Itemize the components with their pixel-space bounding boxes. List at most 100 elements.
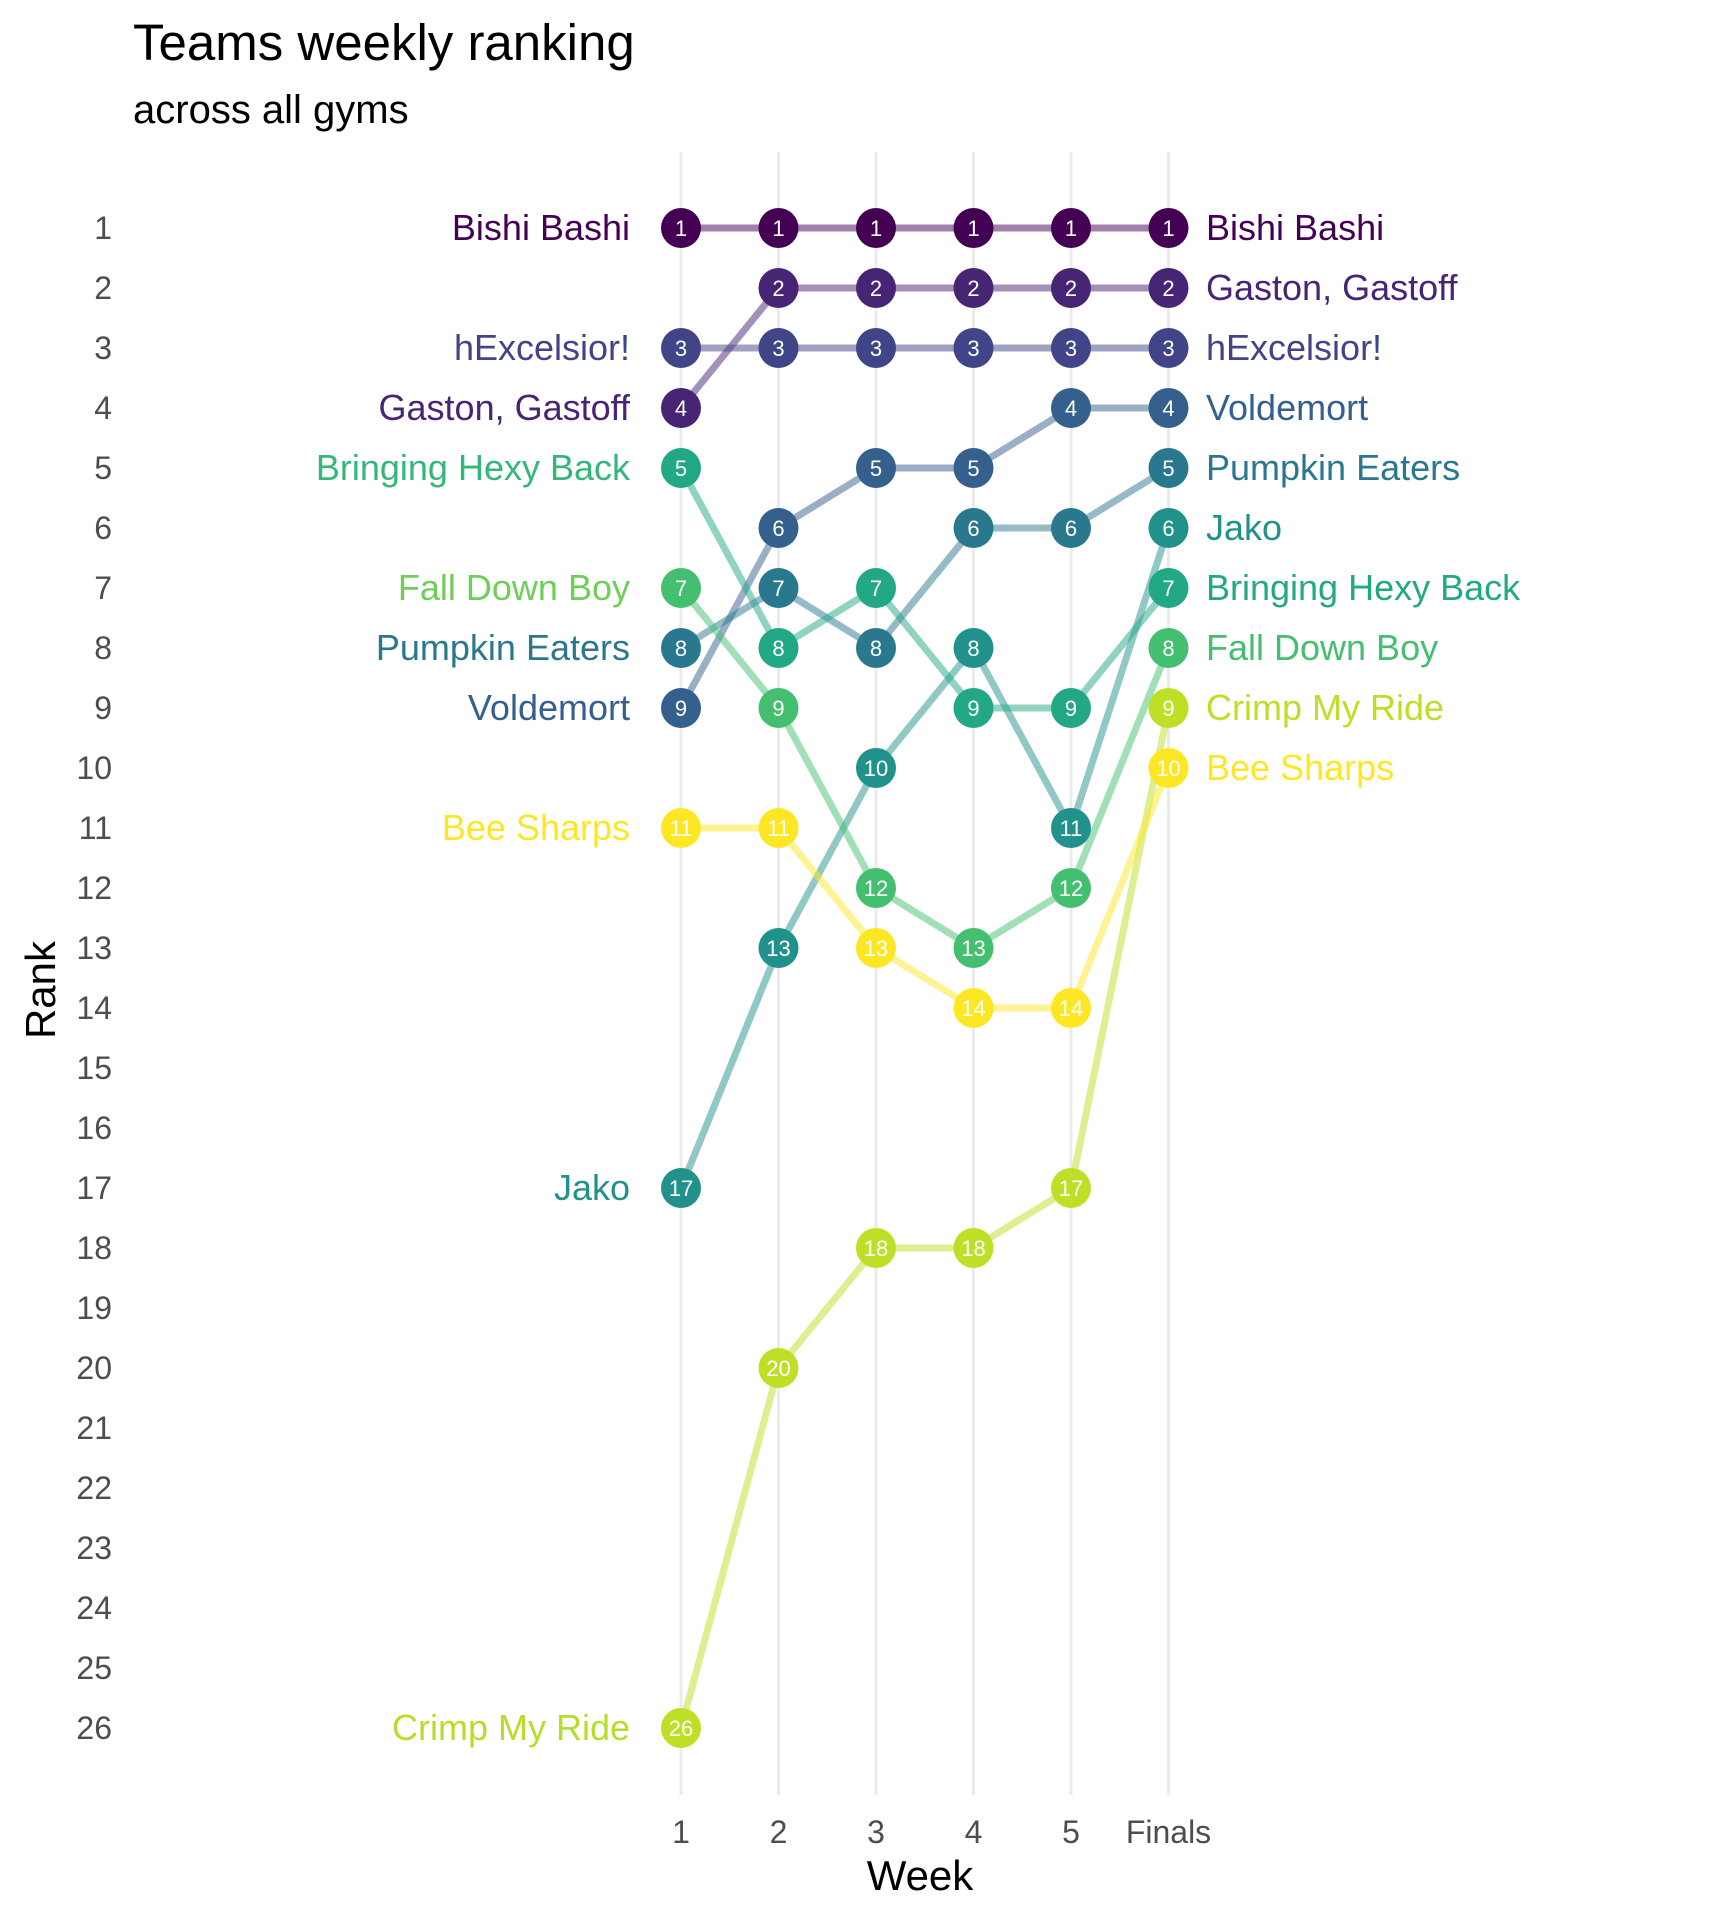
right-team-label: Voldemort bbox=[1206, 387, 1368, 428]
x-axis-title: Week bbox=[867, 1852, 975, 1899]
data-point bbox=[661, 208, 701, 248]
series-line bbox=[677, 524, 1172, 1192]
data-point-label: 3 bbox=[870, 336, 882, 361]
data-point bbox=[1051, 1168, 1091, 1208]
data-point bbox=[661, 388, 701, 428]
data-point-label: 9 bbox=[967, 696, 979, 721]
data-point bbox=[1148, 208, 1189, 248]
data-point bbox=[856, 628, 896, 668]
y-tick-label: 14 bbox=[76, 990, 112, 1026]
data-point-label: 8 bbox=[675, 636, 687, 661]
y-tick-label: 11 bbox=[79, 810, 112, 846]
left-team-label: Jako bbox=[554, 1167, 630, 1208]
data-point-label: 5 bbox=[1162, 456, 1174, 481]
data-point-label: 20 bbox=[766, 1356, 790, 1381]
y-tick-label: 9 bbox=[94, 690, 112, 726]
data-point bbox=[856, 208, 896, 248]
data-point-label: 7 bbox=[772, 576, 784, 601]
data-point bbox=[953, 508, 994, 548]
data-point bbox=[953, 1228, 994, 1268]
series-line bbox=[677, 464, 1172, 712]
x-tick-label: 3 bbox=[867, 1814, 885, 1850]
x-tick-label: 4 bbox=[965, 1814, 983, 1850]
data-point-label: 1 bbox=[1162, 216, 1174, 241]
x-tick-label: 1 bbox=[672, 1814, 690, 1850]
right-team-label: Bringing Hexy Back bbox=[1206, 567, 1521, 608]
y-tick-label: 4 bbox=[94, 390, 112, 426]
left-team-label: Pumpkin Eaters bbox=[376, 627, 630, 668]
y-axis-ticks: 1234567891011121314151617181920212223242… bbox=[76, 210, 112, 1746]
y-tick-label: 26 bbox=[76, 1710, 112, 1746]
data-point bbox=[856, 748, 896, 788]
data-point bbox=[1051, 688, 1091, 728]
data-point-label: 18 bbox=[864, 1236, 888, 1261]
data-point bbox=[661, 1708, 701, 1748]
data-point bbox=[856, 868, 896, 908]
data-point-label: 12 bbox=[1059, 876, 1083, 901]
data-point-label: 8 bbox=[772, 636, 784, 661]
data-point-label: 13 bbox=[766, 936, 790, 961]
data-point bbox=[1051, 808, 1091, 848]
data-point bbox=[1051, 508, 1091, 548]
data-point-label: 7 bbox=[1162, 576, 1174, 601]
data-point-label: 14 bbox=[1059, 996, 1083, 1021]
data-point-label: 2 bbox=[870, 276, 882, 301]
data-point-label: 3 bbox=[772, 336, 784, 361]
series-line bbox=[677, 464, 1172, 652]
data-point-label: 3 bbox=[1065, 336, 1077, 361]
x-tick-label: Finals bbox=[1126, 1814, 1211, 1850]
data-point-label: 10 bbox=[864, 756, 888, 781]
y-tick-label: 20 bbox=[76, 1350, 112, 1386]
x-axis-ticks: 1 2 3 4 5 Finals bbox=[672, 1814, 1211, 1850]
data-point-label: 6 bbox=[1065, 516, 1077, 541]
data-point-label: 1 bbox=[1065, 216, 1077, 241]
data-point bbox=[856, 1228, 896, 1268]
data-point bbox=[758, 628, 799, 668]
data-point-label: 2 bbox=[1065, 276, 1077, 301]
y-tick-label: 12 bbox=[76, 870, 112, 906]
right-team-labels: Bishi Bashi Gaston, Gastoff hExcelsior! Vol… bbox=[1206, 207, 1521, 788]
data-point bbox=[1148, 628, 1189, 668]
data-point bbox=[953, 208, 994, 248]
series-line bbox=[677, 404, 1172, 712]
data-point-label: 7 bbox=[870, 576, 882, 601]
data-point bbox=[953, 988, 994, 1028]
left-team-label: Fall Down Boy bbox=[398, 567, 630, 608]
data-point bbox=[1148, 268, 1189, 308]
y-tick-label: 13 bbox=[76, 930, 112, 966]
y-tick-label: 18 bbox=[76, 1230, 112, 1266]
data-point bbox=[661, 808, 701, 848]
data-point bbox=[661, 1168, 701, 1208]
left-team-label: Bringing Hexy Back bbox=[316, 447, 631, 488]
y-tick-label: 16 bbox=[76, 1110, 112, 1146]
data-point bbox=[953, 688, 994, 728]
y-tick-label: 19 bbox=[76, 1290, 112, 1326]
data-point-label: 8 bbox=[967, 636, 979, 661]
chart-subtitle: across all gyms bbox=[133, 88, 409, 132]
data-point-label: 11 bbox=[1060, 816, 1083, 841]
y-tick-label: 5 bbox=[94, 450, 112, 486]
data-point-label: 14 bbox=[961, 996, 985, 1021]
data-point bbox=[758, 208, 799, 248]
right-team-label: Fall Down Boy bbox=[1206, 627, 1438, 668]
left-team-label: Gaston, Gastoff bbox=[379, 387, 631, 428]
data-point-label: 2 bbox=[772, 276, 784, 301]
y-tick-label: 25 bbox=[76, 1650, 112, 1686]
data-point bbox=[1051, 988, 1091, 1028]
data-point bbox=[758, 568, 799, 608]
data-point bbox=[758, 688, 799, 728]
data-point bbox=[953, 628, 994, 668]
gridlines bbox=[679, 152, 1170, 1795]
data-point-label: 18 bbox=[961, 1236, 985, 1261]
series-lines bbox=[677, 224, 1172, 1732]
y-tick-label: 22 bbox=[76, 1470, 112, 1506]
data-point-label: 1 bbox=[870, 216, 882, 241]
data-point-label: 7 bbox=[675, 576, 687, 601]
data-point-label: 4 bbox=[1162, 396, 1174, 421]
data-point bbox=[1148, 568, 1189, 608]
data-point bbox=[1148, 508, 1189, 548]
data-point bbox=[856, 928, 896, 968]
data-point-label: 2 bbox=[967, 276, 979, 301]
data-point-label: 1 bbox=[967, 216, 979, 241]
